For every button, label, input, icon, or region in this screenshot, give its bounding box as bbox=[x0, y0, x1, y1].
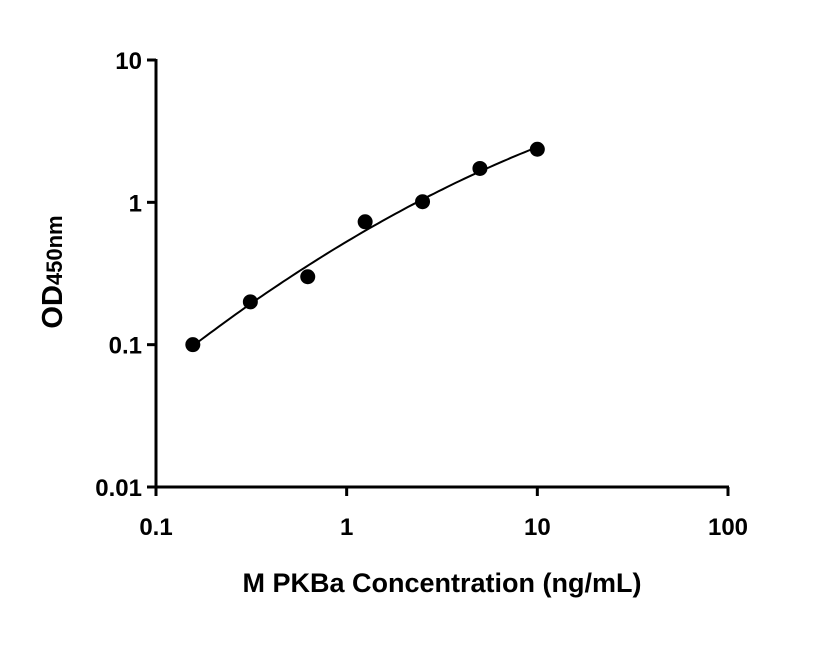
y-axis-label: OD450nm bbox=[37, 215, 69, 328]
y-tick-label: 0.01 bbox=[95, 475, 142, 502]
y-tick-label: 1 bbox=[129, 190, 142, 217]
data-point bbox=[357, 214, 373, 230]
data-point bbox=[185, 337, 201, 353]
axes: 0.01 0.1 1 10 0.1 1 10 100 bbox=[95, 48, 748, 541]
x-axis-label: M PKBa Concentration (ng/mL) bbox=[243, 568, 642, 598]
fit-curve bbox=[192, 146, 538, 347]
points-group bbox=[185, 141, 545, 353]
data-point bbox=[472, 160, 488, 176]
data-point bbox=[242, 294, 258, 310]
x-tick-label: 10 bbox=[524, 514, 551, 541]
y-axis-label-main: OD bbox=[37, 285, 69, 329]
data-point bbox=[300, 269, 316, 285]
y-tick-label: 0.1 bbox=[109, 333, 142, 360]
x-tick-label: 1 bbox=[340, 514, 353, 541]
data-point bbox=[529, 141, 545, 157]
x-tick-label: 100 bbox=[708, 514, 748, 541]
fit-curve-group bbox=[192, 146, 538, 347]
data-point bbox=[415, 194, 431, 210]
y-axis-label-sub: 450nm bbox=[42, 215, 67, 285]
y-tick-label: 10 bbox=[115, 48, 142, 75]
x-tick-label: 0.1 bbox=[139, 514, 172, 541]
